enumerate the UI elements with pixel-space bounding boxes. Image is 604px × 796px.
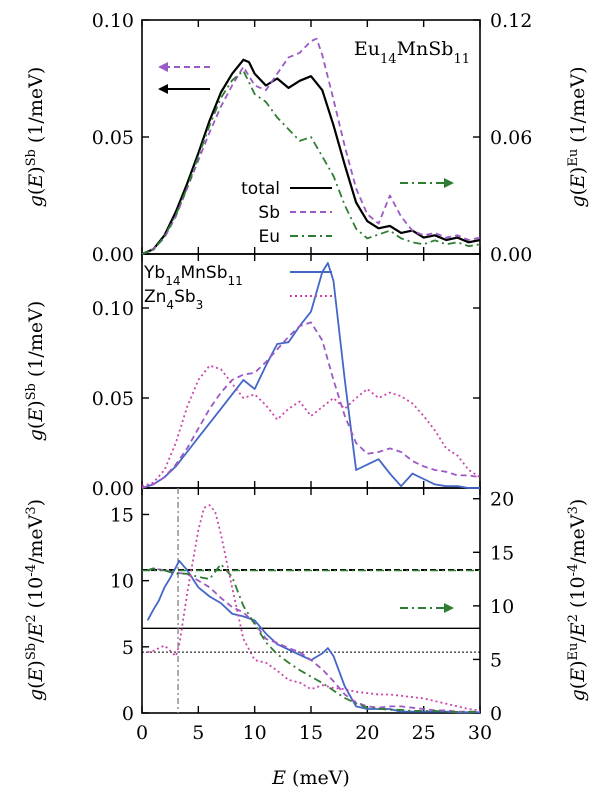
legend-label-sb: Sb [258,203,280,223]
y2-tick-label: 10 [490,596,514,618]
y2-tick-label: 20 [490,489,514,511]
title-part-3: MnSb [397,38,454,60]
legend-label-yb14mnsb11: Yb14MnSb11 [143,263,243,288]
y2-tick-label: 0.12 [490,10,532,32]
x-tick-label: 5 [192,722,204,744]
series-line-sb-eu14mnsb11 [141,321,481,489]
title-part-2: 14 [380,52,397,67]
series-line-eu [141,69,481,255]
tick-marks [141,19,481,714]
x-tick-label: 20 [355,722,379,744]
series-line-yb14mnsb11 [146,559,480,714]
top-panel-title: Eu14MnSb11 [354,38,470,67]
middle-y-label: g(E)Sb (1/meV) [24,301,48,441]
top-legend: total Sb Eu [241,179,332,247]
y-tick-label: 10 [110,571,134,593]
y-tick-label: 0.00 [92,244,134,266]
title-part-4: 11 [453,52,470,67]
top-y2-label: g(E)Eu (1/meV) [566,66,590,207]
y-tick-label: 5 [122,637,134,659]
y-tick-label: 0.00 [92,478,134,500]
y2-tick-label: 5 [490,649,502,671]
series-line-total [141,58,481,256]
x-tick-label: 15 [299,722,323,744]
middle-legend: Yb14MnSb11 Zn4Sb3 [143,263,332,312]
y-tick-label: 15 [110,504,134,526]
y-tick-label: 0.05 [92,388,134,410]
y2-tick-label: 0.00 [490,244,532,266]
y-tick-label: 0.05 [92,127,134,149]
x-tick-label: 30 [468,722,492,744]
top-y-label: g(E)Sb (1/meV) [24,67,48,207]
y-tick-label: 0.10 [92,10,134,32]
x-tick-label: 10 [243,722,267,744]
x-axis-label: E (meV) [271,767,350,789]
bottom-panel-frame [141,487,481,714]
bottom-y2-label: g(E)Eu/E2 (10-4/meV3) [566,499,590,702]
y2-tick-label: 0 [490,703,502,725]
series-line-sb [141,37,481,255]
series-line-yb14mnsb11 [141,262,480,489]
series-line-zn4sb3 [141,364,481,488]
legend-label-total: total [241,179,280,199]
title-part-1: Eu [354,38,380,60]
series-line-sb [147,567,480,713]
y-tick-label: 0 [122,703,134,725]
bottom-y-label: g(E)Sb/E2 (10-4/meV3) [24,499,48,701]
legend-label-zn4sb3: Zn4Sb3 [144,287,203,312]
y-tick-label: 0.10 [92,298,134,320]
x-tick-label: 25 [412,722,436,744]
y2-tick-label: 0.06 [490,127,532,149]
series-lines [141,37,481,714]
tick-labels: 0.00 0.05 0.10 0.00 0.06 0.12 0.00 0.05 0.10 0 5 10… [92,10,533,744]
x-tick-label: 0 [136,722,148,744]
legend-label-eu: Eu [258,227,280,247]
y2-tick-label: 15 [490,542,514,564]
